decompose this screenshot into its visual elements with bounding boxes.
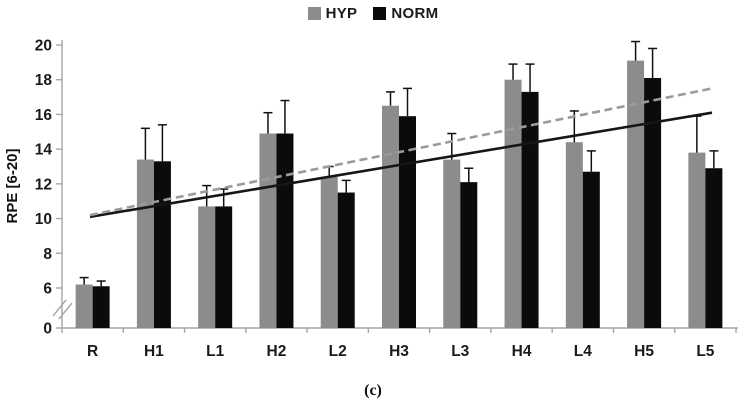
legend-swatch-hyp-icon — [307, 7, 321, 20]
x-tick-label: H3 — [389, 343, 409, 360]
y-tick-label: 12 — [35, 176, 52, 193]
legend: HYP NORM — [0, 5, 746, 22]
x-tick-label: L1 — [206, 343, 224, 360]
x-tick-label: L2 — [329, 343, 347, 360]
bar-norm-l1 — [215, 206, 233, 328]
chart-svg: 0 6 8 10 12 14 16 18 20 R H1 L1 H2 L2 H3 L3 H4 L4 H5 L5 RPE … — [4, 38, 738, 360]
trendline-norm — [89, 111, 713, 219]
y-tick-label: 18 — [35, 72, 53, 89]
bar-hyp-h4 — [504, 79, 522, 328]
bar-norm-h2 — [276, 133, 294, 328]
x-tick-label: L4 — [574, 343, 592, 360]
legend-item-hyp: HYP — [307, 5, 358, 22]
bar-hyp-h5 — [627, 60, 645, 329]
bar-hyp-l4 — [565, 142, 583, 328]
trendline-hyp — [89, 87, 713, 217]
x-tick-label: H1 — [144, 343, 164, 360]
legend-item-norm: NORM — [373, 5, 438, 22]
legend-label-norm: NORM — [391, 5, 439, 22]
axis-break-icon — [52, 299, 67, 317]
bar-norm-l4 — [582, 171, 600, 328]
x-tick-label: R — [87, 343, 98, 360]
legend-label-hyp: HYP — [325, 5, 358, 22]
bar-norm-l5 — [705, 168, 723, 328]
y-tick-label: 0 — [43, 321, 52, 338]
x-tick-label: L3 — [451, 343, 469, 360]
bar-norm-h5 — [644, 77, 662, 328]
bar-norm-l3 — [460, 182, 478, 328]
legend-swatch-norm-icon — [373, 7, 387, 20]
y-tick-label: 16 — [35, 107, 53, 124]
bar-hyp-l2 — [320, 176, 338, 328]
y-axis-title: RPE [6-20] — [4, 148, 21, 223]
y-tick-label: 20 — [35, 38, 52, 55]
bar-hyp-h3 — [382, 105, 399, 329]
y-tick-label: 14 — [35, 142, 53, 159]
bar-norm-h4 — [521, 91, 539, 328]
x-tick-label: L5 — [696, 343, 714, 360]
x-tick-label: H2 — [267, 343, 287, 360]
bar-hyp-l3 — [443, 159, 461, 328]
bar-hyp-r — [75, 284, 93, 328]
bar-hyp-h1 — [136, 159, 154, 328]
y-tick-label: 10 — [35, 211, 52, 228]
bar-hyp-h2 — [259, 133, 277, 328]
y-tick-label: 6 — [43, 281, 52, 298]
bar-norm-h3 — [399, 116, 416, 328]
y-tick-label: 8 — [43, 246, 52, 263]
bar-hyp-l5 — [688, 152, 706, 328]
bar-hyp-l1 — [198, 206, 216, 328]
x-tick-label: H5 — [634, 343, 654, 360]
axis-break-icon — [58, 302, 73, 320]
bar-norm-h1 — [153, 161, 171, 328]
bar-norm-r — [92, 286, 110, 328]
figure-caption: (c) — [364, 382, 382, 399]
bar-norm-l2 — [337, 192, 355, 328]
x-tick-label: H4 — [512, 343, 532, 360]
